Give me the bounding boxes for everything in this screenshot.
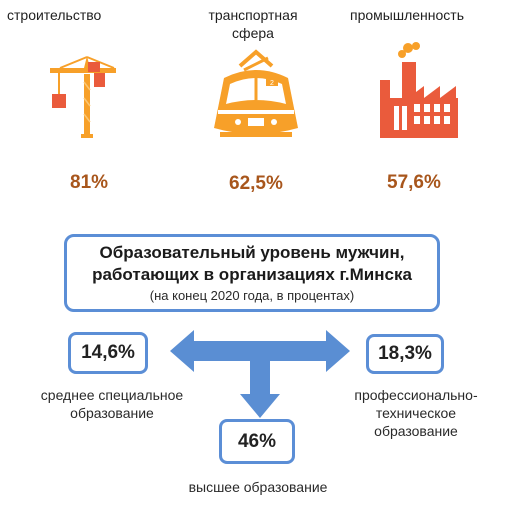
caption-vocational: профессионально- техническое образование bbox=[354, 387, 478, 439]
value-box-higher: 46% bbox=[219, 419, 295, 464]
value-vocational: 18,3% bbox=[378, 343, 432, 364]
svg-text:2: 2 bbox=[270, 80, 274, 87]
value-box-secondary-special: 14,6% bbox=[68, 332, 148, 374]
title-line-2: работающих в организациях г.Минска bbox=[92, 265, 412, 284]
sector-label-transport: транспортная сфера bbox=[208, 7, 298, 41]
title-subtitle: (на конец 2020 года, в процентах) bbox=[149, 288, 355, 303]
value-box-vocational: 18,3% bbox=[366, 334, 444, 374]
sector-label-industry: промышленность bbox=[350, 7, 464, 23]
sector-label-construction: строительство bbox=[7, 7, 102, 23]
factory-icon bbox=[378, 42, 460, 140]
title-box: Образовательный уровень мужчин, работающ… bbox=[64, 234, 440, 312]
caption-higher: высшее образование bbox=[188, 479, 328, 495]
sector-value-industry: 57,6% bbox=[387, 172, 441, 193]
caption-secondary-special: среднее специальное образование bbox=[40, 387, 184, 421]
title-line-1: Образовательный уровень мужчин, bbox=[99, 243, 405, 262]
value-higher: 46% bbox=[237, 430, 277, 452]
tram-icon: 2 bbox=[210, 48, 302, 144]
value-secondary-special: 14,6% bbox=[81, 342, 135, 363]
sector-value-construction: 81% bbox=[70, 172, 109, 193]
sector-value-transport: 62,5% bbox=[229, 173, 283, 194]
tower-crane-icon bbox=[48, 52, 128, 138]
branch-arrows bbox=[170, 322, 350, 427]
